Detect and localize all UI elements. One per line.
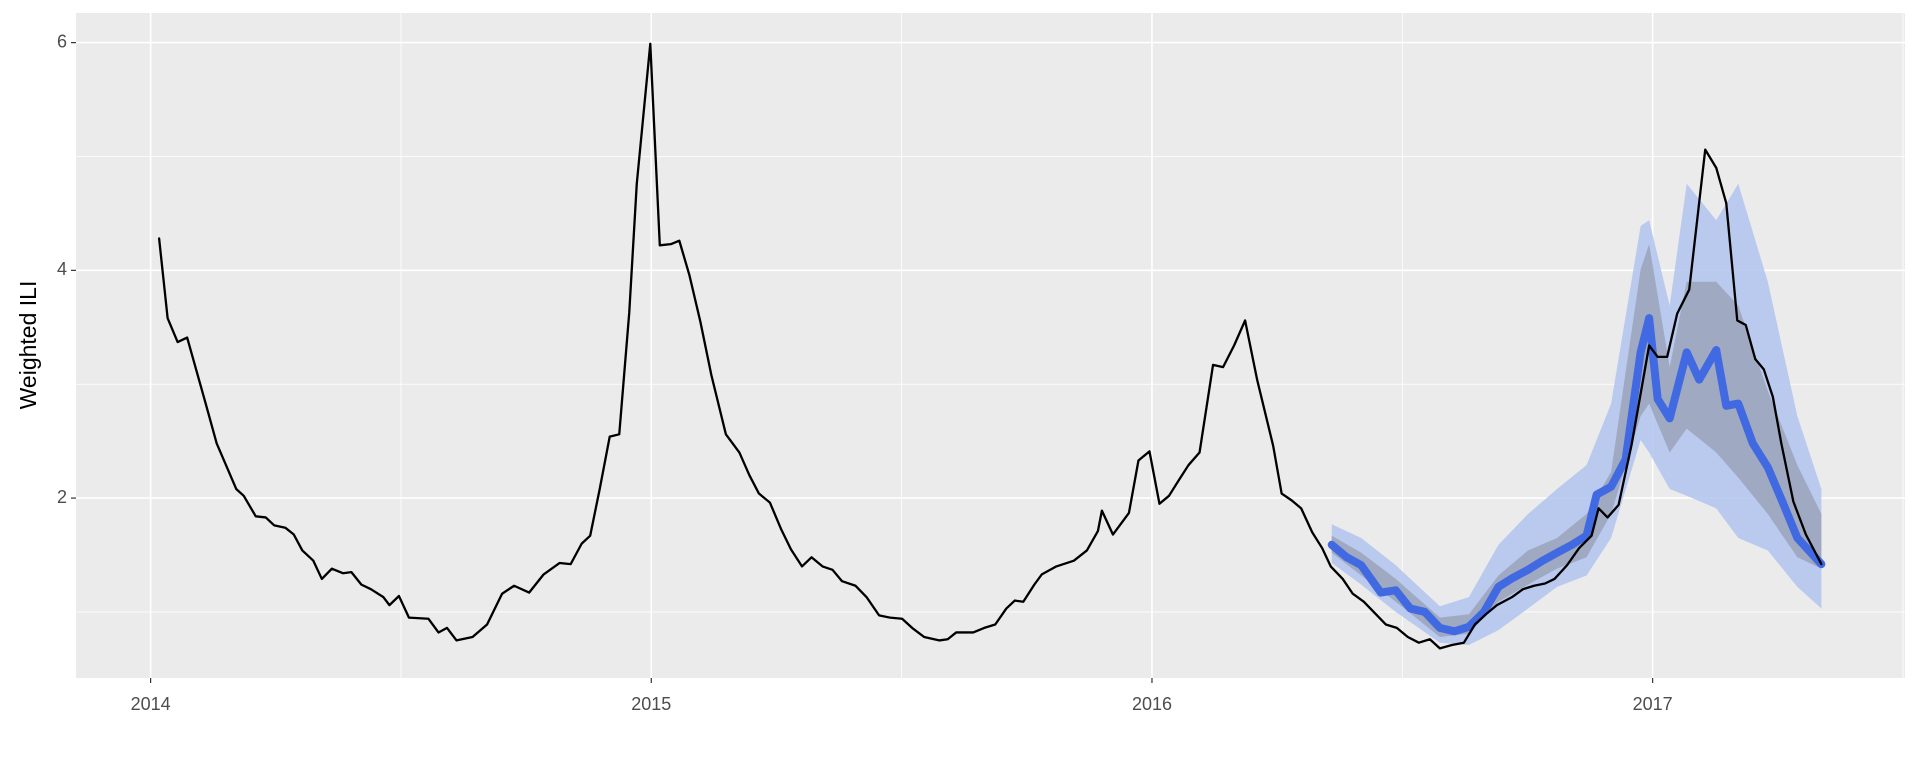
uncertainty-band (1331, 244, 1822, 638)
x-tick-label: 2016 (1132, 694, 1172, 714)
y-axis-title: Weighted ILI (15, 281, 41, 410)
x-tick-label: 2014 (131, 694, 171, 714)
y-tick-label: 6 (57, 31, 67, 51)
y-tick-label: 2 (57, 487, 67, 507)
x-tick-label: 2017 (1633, 694, 1673, 714)
y-tick-label: 4 (57, 259, 67, 279)
plot-panel (76, 13, 1905, 678)
x-tick-label: 2015 (631, 694, 671, 714)
series-line (157, 42, 1823, 650)
series-line (1327, 314, 1826, 636)
